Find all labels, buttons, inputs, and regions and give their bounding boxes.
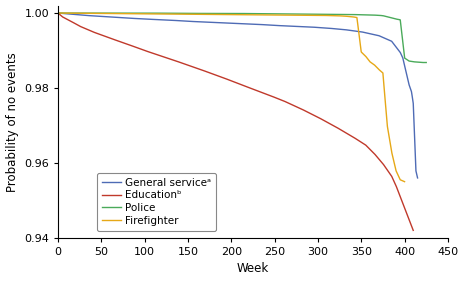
General serviceᵃ xyxy=(403,74,409,78)
Line: Firefighter: Firefighter xyxy=(58,13,404,182)
General serviceᵃ xyxy=(230,22,235,25)
Firefighter xyxy=(73,12,78,15)
Police xyxy=(74,11,80,15)
Educationᵇ xyxy=(227,79,233,82)
Educationᵇ xyxy=(410,229,415,232)
Firefighter xyxy=(214,13,219,16)
Line: General serviceᵃ: General serviceᵃ xyxy=(58,13,417,178)
Police xyxy=(423,61,428,64)
Police xyxy=(224,12,230,15)
General serviceᵃ xyxy=(403,75,409,78)
Police xyxy=(412,60,418,64)
Police xyxy=(55,11,61,15)
General serviceᵃ xyxy=(55,11,61,15)
General serviceᵃ xyxy=(338,28,343,31)
General serviceᵃ xyxy=(74,13,79,16)
X-axis label: Week: Week xyxy=(236,262,269,275)
Firefighter xyxy=(391,162,396,165)
General serviceᵃ xyxy=(220,21,225,24)
Line: Police: Police xyxy=(58,13,425,62)
General serviceᵃ xyxy=(414,176,419,180)
Police xyxy=(234,12,239,15)
Educationᵇ xyxy=(399,201,405,205)
Firefighter xyxy=(391,163,396,166)
Legend: General serviceᵃ, Educationᵇ, Police, Firefighter: General serviceᵃ, Educationᵇ, Police, Fi… xyxy=(97,173,216,231)
Police xyxy=(412,60,417,64)
Police xyxy=(418,61,424,64)
Firefighter xyxy=(223,13,229,16)
Educationᵇ xyxy=(334,126,340,130)
Firefighter xyxy=(401,180,407,183)
Educationᵇ xyxy=(399,202,405,205)
Firefighter xyxy=(55,11,61,15)
Educationᵇ xyxy=(218,75,224,79)
Firefighter xyxy=(327,14,333,17)
Y-axis label: Probability of no events: Probability of no events xyxy=(6,52,19,192)
Line: Educationᵇ: Educationᵇ xyxy=(58,13,413,230)
Educationᵇ xyxy=(73,22,79,26)
Police xyxy=(344,13,350,16)
Educationᵇ xyxy=(55,11,61,15)
